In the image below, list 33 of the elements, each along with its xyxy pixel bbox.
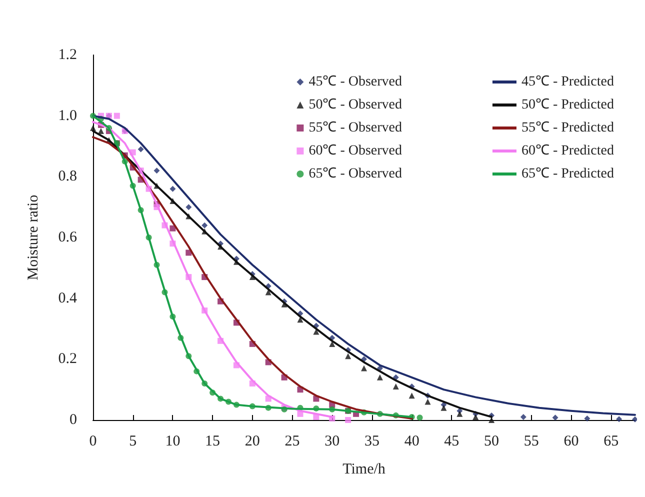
legend-label: 55℃ - Predicted — [521, 120, 614, 136]
x-tick-label: 10 — [165, 434, 180, 450]
x-tick-label: 25 — [284, 434, 300, 450]
y-tick-label: 0.4 — [58, 290, 78, 306]
legend-label: 45℃ - Observed — [308, 74, 402, 90]
x-tick-label: 55 — [524, 434, 539, 450]
legend-label: 60℃ - Predicted — [521, 144, 614, 158]
x-tick-label: 50 — [484, 434, 500, 450]
x-tick-label: 45 — [444, 434, 460, 450]
x-tick-label: 5 — [129, 434, 137, 450]
legend-label: 50℃ - Predicted — [521, 98, 614, 112]
y-tick-label: 0.6 — [58, 230, 78, 246]
y-tick-label: 0 — [70, 412, 77, 428]
y-tick-label: 0.8 — [58, 168, 77, 185]
x-tick-label: 30 — [324, 434, 340, 450]
x-tick-label: 20 — [244, 434, 260, 450]
x-tick-label: 40 — [404, 434, 420, 450]
x-tick-label: 15 — [205, 434, 220, 450]
legend-label: 60℃ - Observed — [308, 144, 402, 158]
legend-label: 45℃ - Predicted — [521, 74, 614, 90]
x-tick-label: 65 — [604, 434, 619, 450]
legend-label: 50℃ - Observed — [308, 98, 402, 112]
x-tick-label: 35 — [364, 434, 380, 450]
y-tick-label: 0.2 — [58, 351, 77, 368]
x-tick-label: 60 — [564, 434, 579, 450]
legend-label: 65℃ - Observed — [308, 166, 402, 182]
legend-label: 65℃ - Predicted — [521, 166, 614, 182]
y-tick-label: 1.2 — [58, 47, 77, 63]
x-tick-label: 0 — [89, 434, 97, 450]
y-tick-label: 1.0 — [58, 108, 77, 124]
legend-label: 55℃ - Observed — [308, 120, 402, 136]
y-axis-title: Moisture ratio — [26, 194, 42, 280]
x-axis-title: Time/h — [342, 462, 386, 478]
